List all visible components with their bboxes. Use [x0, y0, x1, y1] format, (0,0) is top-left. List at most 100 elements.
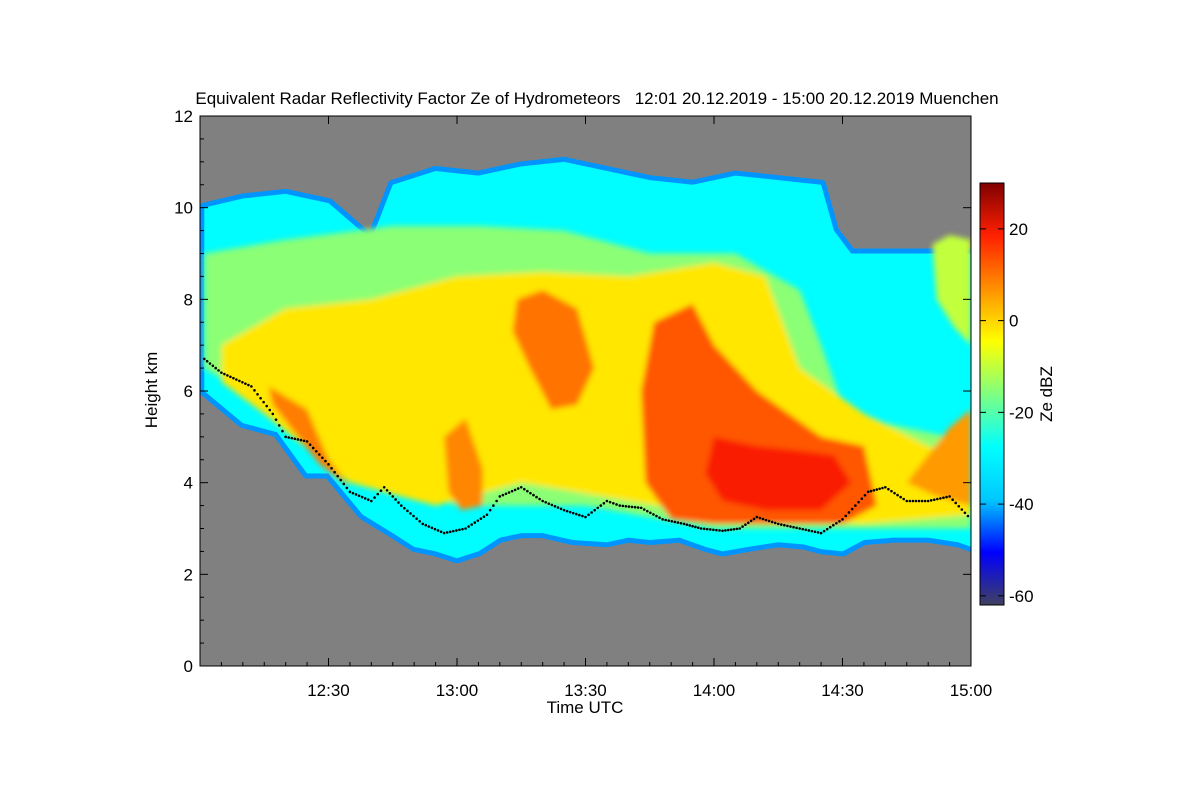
x-axis-label: Time UTC [547, 698, 624, 717]
dotted-line-point [596, 506, 600, 510]
dotted-line-point [863, 493, 867, 497]
dotted-line-point [397, 501, 400, 504]
dotted-line-point [427, 525, 431, 528]
dotted-line-point [473, 521, 477, 524]
dotted-line-point [311, 446, 315, 450]
dotted-line-point [624, 504, 628, 508]
dotted-line-point [541, 499, 544, 503]
colorbar [979, 182, 1005, 606]
dotted-line-point [433, 527, 437, 531]
dotted-line-point [274, 418, 278, 421]
dotted-line-point [464, 527, 467, 530]
dotted-line-point [789, 525, 792, 528]
x-axis: 12:30 13:00 13:30 14:00 14:30 15:00 [220, 116, 993, 700]
chart-title: Equivalent Radar Reflectivity Factor Ze … [195, 89, 998, 108]
x-tick-label: 15:00 [950, 681, 993, 700]
dotted-line-point [214, 366, 218, 370]
dotted-line-point [926, 499, 930, 503]
dotted-line-point [715, 528, 718, 532]
y-tick-label: 2 [184, 565, 193, 584]
dotted-line-point [923, 499, 927, 503]
region-core-1420 [705, 436, 852, 511]
y-axis-label: Height km [142, 352, 161, 429]
dotted-line-point [330, 466, 333, 470]
dotted-line-point [318, 453, 321, 456]
dotted-line-point [348, 490, 352, 494]
dotted-line-point [562, 508, 566, 512]
dotted-line-point [795, 526, 798, 530]
dotted-line-point [253, 389, 256, 392]
dotted-line-point [752, 517, 756, 521]
dotted-line-point [688, 524, 692, 527]
dotted-line-point [948, 495, 951, 498]
dotted-line-point [308, 443, 312, 446]
dotted-line-point [202, 357, 206, 361]
dotted-line-point [709, 528, 712, 531]
y-tick-label: 10 [174, 199, 193, 218]
dotted-line-point [746, 521, 750, 525]
dotted-line-point [241, 380, 244, 384]
dotted-line-point [492, 504, 495, 507]
dotted-line-point [259, 396, 262, 400]
dotted-line-point [878, 487, 881, 491]
dotted-line-point [773, 521, 777, 525]
x-tick-label: 13:30 [564, 681, 607, 700]
dotted-line-point [963, 511, 967, 515]
dotted-line-point [262, 400, 265, 404]
dotted-line-point [676, 521, 680, 524]
dotted-line-point [587, 513, 590, 517]
dotted-line-point [296, 438, 300, 441]
dotted-line-point [780, 523, 783, 526]
dotted-line-point [822, 529, 826, 533]
dotted-line-point [612, 501, 615, 505]
dotted-line-point [699, 527, 703, 530]
dotted-line-point [581, 514, 584, 518]
dotted-line-point [418, 519, 421, 523]
dotted-line-point [488, 508, 492, 512]
dotted-line-point [544, 501, 548, 504]
dotted-line-point [445, 531, 449, 534]
dotted-line-point [553, 504, 557, 508]
dotted-line-point [702, 527, 706, 531]
dotted-line-point [875, 488, 879, 491]
dotted-line-point [526, 489, 529, 493]
dotted-line-point [559, 507, 563, 511]
dotted-line-point [327, 463, 330, 466]
dotted-line-point [914, 499, 918, 503]
dotted-line-point [942, 496, 945, 500]
dotted-line-point [908, 499, 912, 503]
region-east-echo [906, 409, 971, 506]
dotted-line-point [633, 505, 637, 509]
dotted-line-point [205, 359, 209, 363]
dotted-line-point [321, 456, 324, 460]
dotted-line-point [920, 499, 924, 503]
x-tick-label: 14:00 [693, 681, 736, 700]
dotted-line-point [786, 524, 789, 528]
dotted-line-point [479, 517, 483, 520]
dotted-line-point [351, 491, 355, 495]
dotted-line-point [436, 529, 440, 532]
dotted-line-point [501, 493, 505, 497]
dotted-line-point [287, 436, 291, 439]
dotted-line-point [749, 519, 753, 523]
dotted-line-point [458, 528, 461, 532]
dotted-line-point [556, 506, 560, 509]
dotted-line-point [461, 527, 464, 531]
dotted-line-point [732, 527, 736, 531]
dotted-line-point [345, 486, 349, 490]
dotted-line-point [729, 528, 733, 531]
dotted-line-point [250, 385, 253, 388]
dotted-line-point [642, 508, 646, 511]
dotted-line-point [504, 492, 508, 496]
dotted-line-point [455, 529, 458, 532]
dotted-line-point [370, 499, 373, 503]
dotted-line-point [409, 512, 412, 515]
dotted-line-point [430, 526, 434, 530]
dotted-line-point [590, 511, 593, 514]
dotted-line-point [679, 521, 683, 525]
dotted-line-point [232, 376, 235, 380]
region-core-west [268, 386, 350, 488]
dotted-line-point [342, 482, 346, 486]
dotted-line-point [575, 512, 578, 516]
